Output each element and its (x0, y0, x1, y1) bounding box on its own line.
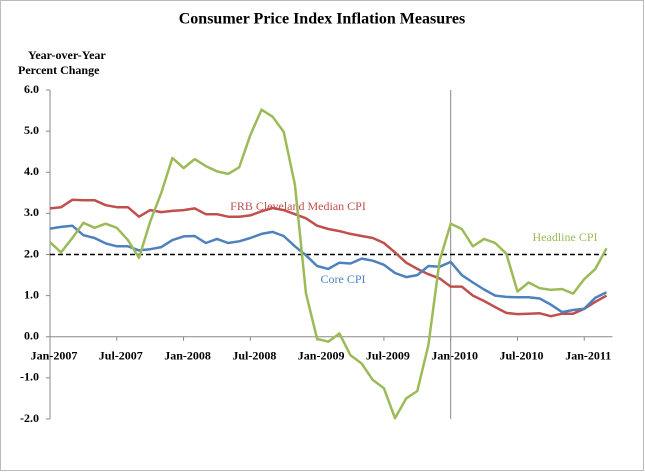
x-tick-label: Jan-2008 (164, 349, 211, 363)
series-line (49, 108, 608, 420)
x-tick-label: Jul-2008 (232, 349, 276, 363)
x-tick-label: Jan-2011 (565, 349, 611, 363)
x-tick-label: Jul-2007 (99, 349, 143, 363)
series-line (49, 198, 608, 318)
x-tick-label: Jul-2009 (366, 349, 410, 363)
x-tick-label: Jan-2009 (298, 349, 345, 363)
x-tick-label: Jul-2010 (499, 349, 543, 363)
y-tick-label: 4.0 (24, 164, 39, 178)
y-tick-label: 5.0 (24, 123, 39, 137)
y-axis-title: Year-over-Year (28, 48, 106, 62)
y-axis-title: Percent Change (18, 63, 100, 77)
y-tick-label: 0.0 (24, 329, 39, 343)
y-tick-label: 6.0 (24, 82, 39, 96)
x-tick-label: Jan-2010 (431, 349, 478, 363)
chart-title: Consumer Price Index Inflation Measures (179, 11, 466, 28)
series-label: Headline CPI (533, 230, 598, 244)
series-line (49, 224, 608, 314)
y-tick-label: 1.0 (24, 287, 39, 301)
y-tick-label: -1.0 (20, 370, 39, 384)
y-tick-label: 2.0 (24, 246, 39, 260)
x-tick-label: Jan-2007 (31, 349, 78, 363)
y-tick-label: 3.0 (24, 205, 39, 219)
series-label: Core CPI (321, 272, 366, 286)
y-tick-label: -2.0 (20, 411, 39, 425)
